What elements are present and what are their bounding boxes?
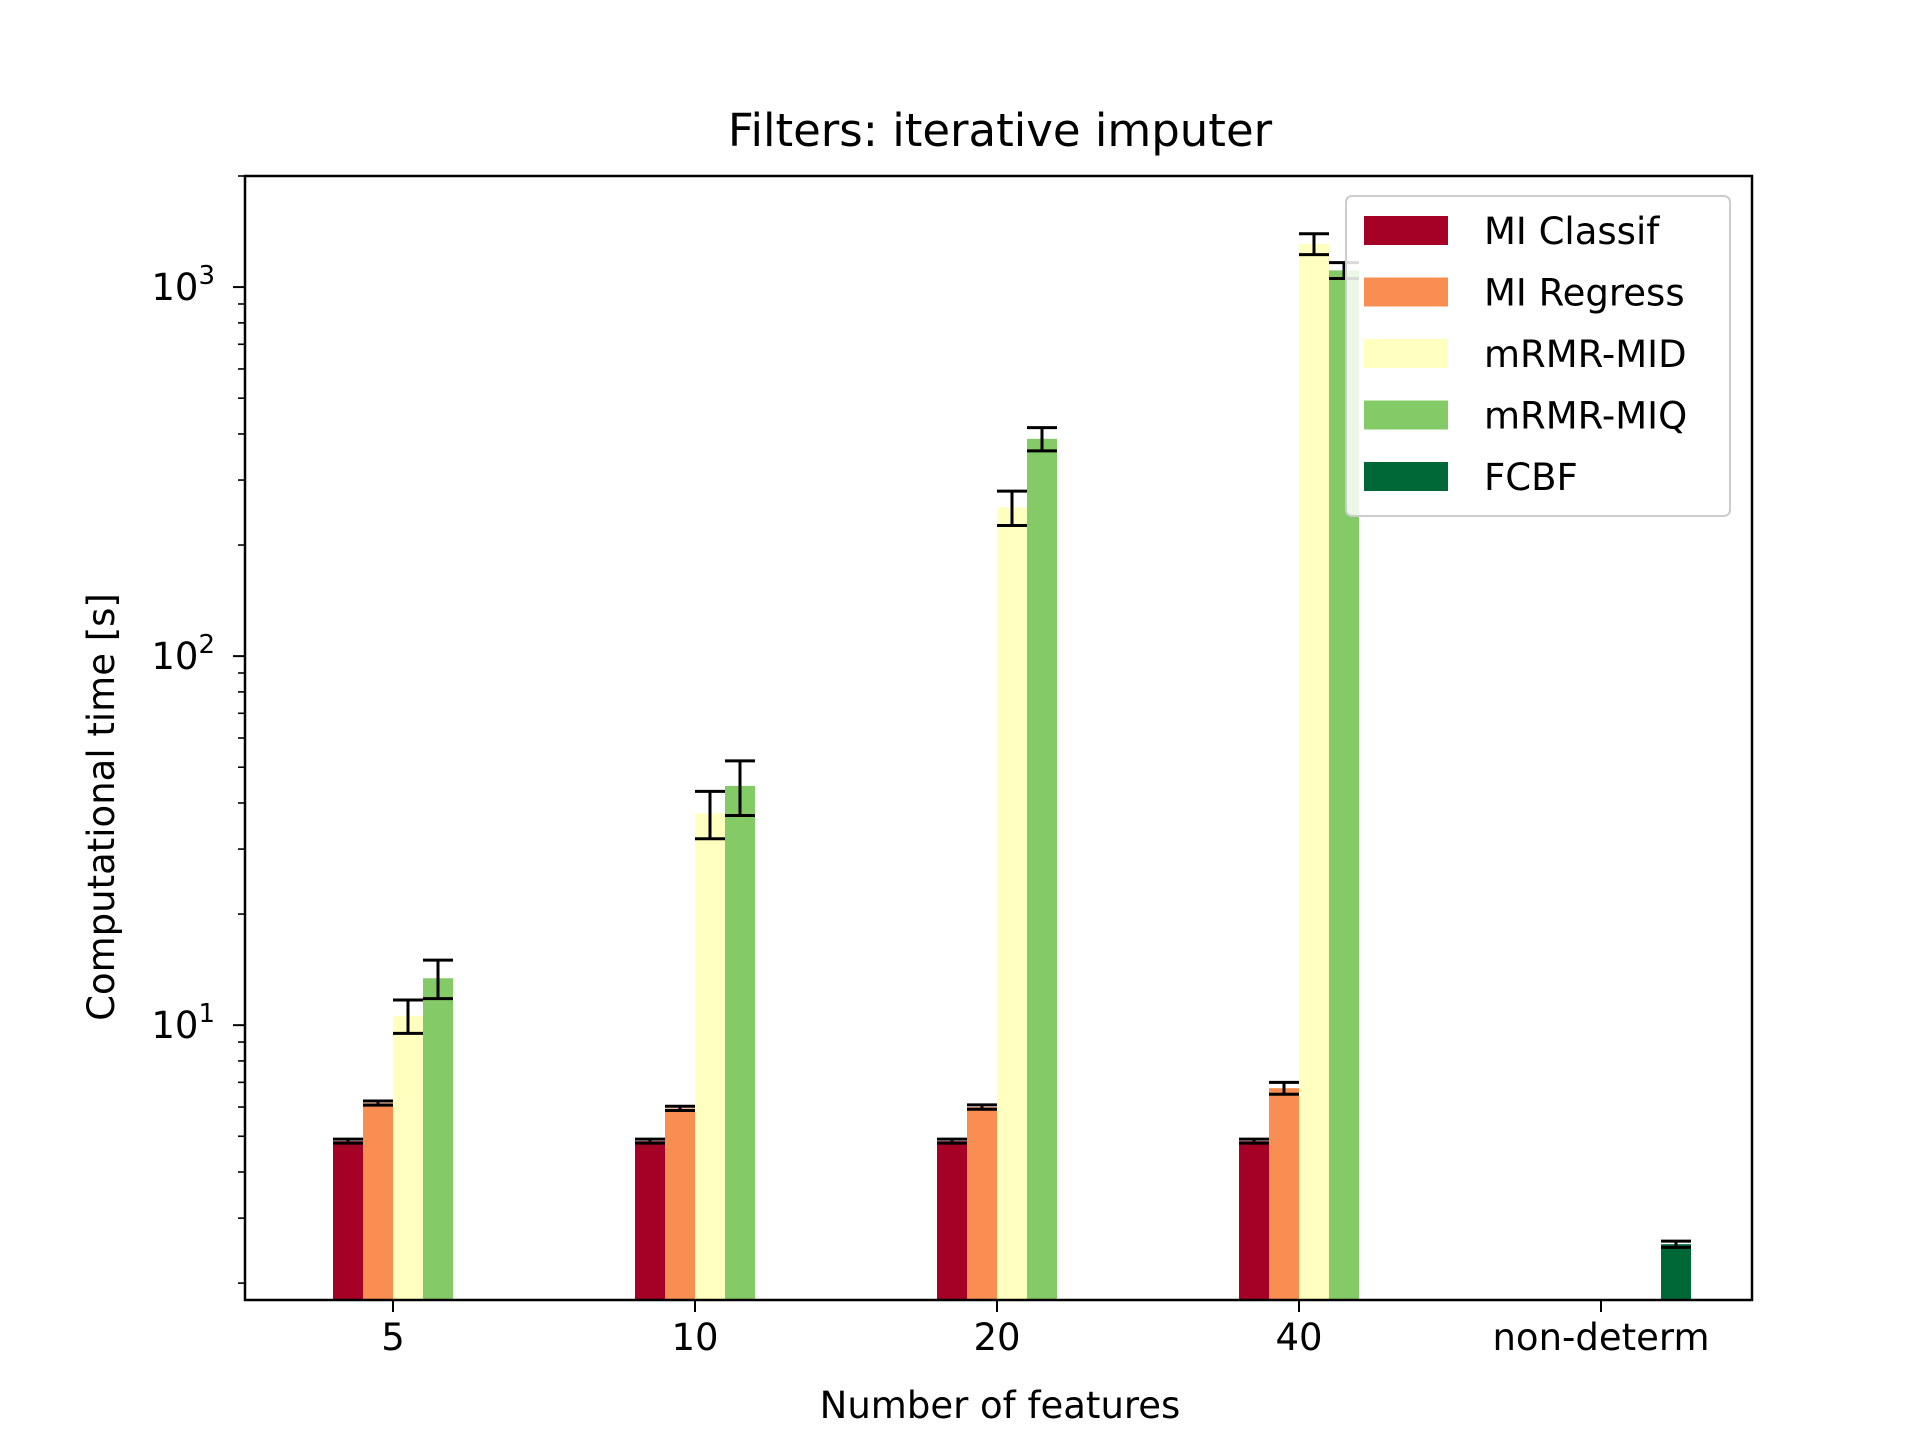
- y-tick-exponent: 3: [198, 261, 215, 291]
- y-tick-exponent: 1: [198, 999, 215, 1029]
- y-axis-label: Computational time [s]: [80, 593, 123, 1021]
- bar: [1027, 438, 1057, 1301]
- y-tick-exponent: 2: [198, 630, 215, 660]
- y-tick-base: 10: [151, 266, 198, 309]
- legend-label: mRMR-MIQ: [1484, 395, 1687, 438]
- y-tick-label: 102: [151, 630, 215, 678]
- x-tick-label: 20: [973, 1316, 1020, 1359]
- legend-swatch: [1364, 462, 1448, 491]
- x-tick-label: 40: [1275, 1316, 1322, 1359]
- chart-title: Filters: iterative imputer: [728, 104, 1273, 157]
- bar: [1269, 1088, 1299, 1300]
- bar: [393, 1015, 423, 1300]
- x-tick-label: non-determ: [1492, 1316, 1709, 1359]
- bar: [725, 785, 755, 1300]
- bar: [1239, 1141, 1269, 1300]
- legend-swatch: [1364, 339, 1448, 368]
- legend-swatch: [1364, 216, 1448, 245]
- bar: [1661, 1244, 1691, 1300]
- legend-label: MI Regress: [1484, 272, 1685, 315]
- bar: [665, 1108, 695, 1300]
- bar: [937, 1141, 967, 1300]
- y-tick-label: 101: [151, 999, 215, 1047]
- y-tick-base: 10: [151, 1004, 198, 1047]
- y-tick-label: 103: [151, 261, 215, 309]
- bar: [695, 813, 725, 1300]
- axes-frame: [243, 174, 1754, 1302]
- bar: [423, 978, 453, 1300]
- bar: [997, 507, 1027, 1300]
- legend: MI Classif MI Regress mRMR-MID mRMR-MIQ FCBF: [1345, 195, 1731, 517]
- y-tick-base: 10: [151, 635, 198, 678]
- legend-label: FCBF: [1484, 456, 1578, 499]
- bar: [967, 1107, 997, 1300]
- legend-box: [1345, 195, 1731, 517]
- bar: [635, 1141, 665, 1300]
- legend-swatch: [1364, 400, 1448, 430]
- legend-label: mRMR-MID: [1484, 333, 1687, 376]
- x-tick-label: 5: [381, 1316, 405, 1359]
- x-tick-label: 10: [671, 1316, 718, 1359]
- bar: [363, 1103, 393, 1300]
- legend-swatch: [1364, 277, 1448, 307]
- legend-label: MI Classif: [1484, 210, 1660, 253]
- bar: [333, 1141, 363, 1300]
- bar: [1299, 243, 1329, 1300]
- x-axis-label: Number of features: [820, 1384, 1181, 1427]
